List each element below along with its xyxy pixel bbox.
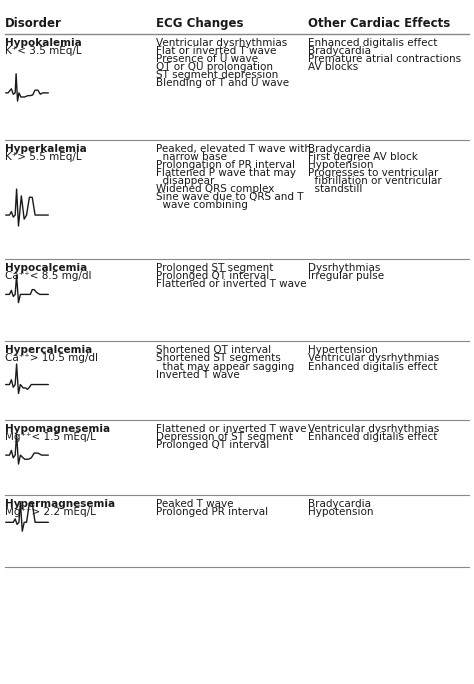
Text: that may appear sagging: that may appear sagging	[156, 362, 295, 371]
Text: Ca⁺⁺< 8.5 mg/dl: Ca⁺⁺< 8.5 mg/dl	[5, 272, 91, 281]
Text: Ventricular dysrhythmias: Ventricular dysrhythmias	[156, 38, 288, 48]
Text: Bradycardia: Bradycardia	[308, 144, 371, 154]
Text: Premature atrial contractions: Premature atrial contractions	[308, 54, 461, 64]
Text: Ventricular dysrhythmias: Ventricular dysrhythmias	[308, 424, 439, 434]
Text: Flattened or inverted T wave: Flattened or inverted T wave	[156, 424, 307, 434]
Text: Hypercalcemia: Hypercalcemia	[5, 345, 92, 356]
Text: AV blocks: AV blocks	[308, 62, 358, 72]
Text: Sine wave due to QRS and T: Sine wave due to QRS and T	[156, 192, 304, 202]
Text: Prolonged QT interval: Prolonged QT interval	[156, 440, 270, 450]
Text: Presence of U wave: Presence of U wave	[156, 54, 258, 64]
Text: Hypertension: Hypertension	[308, 345, 378, 356]
Text: Other Cardiac Effects: Other Cardiac Effects	[308, 17, 450, 30]
Text: Enhanced digitalis effect: Enhanced digitalis effect	[308, 432, 438, 442]
Text: ECG Changes: ECG Changes	[156, 17, 244, 30]
Text: Hypokalemia: Hypokalemia	[5, 38, 82, 48]
Text: Flattened P wave that may: Flattened P wave that may	[156, 168, 296, 178]
Text: Enhanced digitalis effect: Enhanced digitalis effect	[308, 38, 438, 48]
Text: Dysrhythmias: Dysrhythmias	[308, 263, 381, 274]
Text: Hypocalcemia: Hypocalcemia	[5, 263, 87, 274]
Text: K⁺> 5.5 mEq/L: K⁺> 5.5 mEq/L	[5, 152, 82, 161]
Text: QT or QU prolongation: QT or QU prolongation	[156, 62, 273, 72]
Text: Hypomagnesemia: Hypomagnesemia	[5, 424, 110, 434]
Text: Mg⁺⁺< 1.5 mEq/L: Mg⁺⁺< 1.5 mEq/L	[5, 432, 96, 442]
Text: Flat or inverted T wave: Flat or inverted T wave	[156, 46, 277, 55]
Text: Irregular pulse: Irregular pulse	[308, 272, 384, 281]
Text: Mg⁺⁺> 2.2 mEq/L: Mg⁺⁺> 2.2 mEq/L	[5, 508, 96, 517]
Text: Prolonged QT interval: Prolonged QT interval	[156, 272, 270, 281]
Text: Peaked, elevated T wave with: Peaked, elevated T wave with	[156, 144, 311, 154]
Text: Hypotension: Hypotension	[308, 508, 374, 517]
Text: Disorder: Disorder	[5, 17, 62, 30]
Text: Peaked T wave: Peaked T wave	[156, 499, 234, 510]
Text: Prolonged ST segment: Prolonged ST segment	[156, 263, 274, 274]
Text: K⁺< 3.5 mEq/L: K⁺< 3.5 mEq/L	[5, 46, 82, 55]
Text: Hypermagnesemia: Hypermagnesemia	[5, 499, 115, 510]
Text: First degree AV block: First degree AV block	[308, 152, 418, 161]
Text: Shortened ST segments: Shortened ST segments	[156, 354, 281, 363]
Text: Ca⁺⁺> 10.5 mg/dl: Ca⁺⁺> 10.5 mg/dl	[5, 354, 98, 363]
Text: fibrillation or ventricular: fibrillation or ventricular	[308, 176, 442, 186]
Text: Ventricular dysrhythmias: Ventricular dysrhythmias	[308, 354, 439, 363]
Text: Inverted T wave: Inverted T wave	[156, 369, 240, 380]
Text: Bradycardia: Bradycardia	[308, 46, 371, 55]
Text: Prolonged PR interval: Prolonged PR interval	[156, 508, 269, 517]
Text: Blending of T and U wave: Blending of T and U wave	[156, 78, 290, 88]
Text: disappear: disappear	[156, 176, 215, 186]
Text: standstill: standstill	[308, 184, 363, 194]
Text: Shortened QT interval: Shortened QT interval	[156, 345, 272, 356]
Text: Flattened or inverted T wave: Flattened or inverted T wave	[156, 280, 307, 289]
Text: narrow base: narrow base	[156, 152, 228, 161]
Text: Prolongation of PR interval: Prolongation of PR interval	[156, 160, 295, 170]
Text: ST segment depression: ST segment depression	[156, 70, 279, 80]
Text: Enhanced digitalis effect: Enhanced digitalis effect	[308, 362, 438, 371]
Text: Hyperkalemia: Hyperkalemia	[5, 144, 86, 154]
Text: Depression of ST segment: Depression of ST segment	[156, 432, 293, 442]
Text: Bradycardia: Bradycardia	[308, 499, 371, 510]
Text: wave combining: wave combining	[156, 200, 248, 210]
Text: Hypotension: Hypotension	[308, 160, 374, 170]
Text: Progresses to ventricular: Progresses to ventricular	[308, 168, 438, 178]
Text: Widened QRS complex: Widened QRS complex	[156, 184, 275, 194]
